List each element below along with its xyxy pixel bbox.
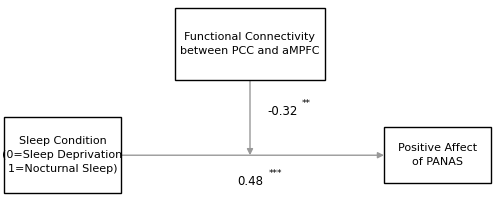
Text: Functional Connectivity
between PCC and aMPFC: Functional Connectivity between PCC and … [180,32,320,56]
Text: ***: *** [269,169,282,178]
FancyBboxPatch shape [4,117,121,193]
Text: -0.32: -0.32 [268,105,298,118]
Text: **: ** [302,99,310,108]
FancyBboxPatch shape [384,127,491,183]
FancyBboxPatch shape [175,8,325,80]
Text: Sleep Condition
(0=Sleep Deprivation
1=Nocturnal Sleep): Sleep Condition (0=Sleep Deprivation 1=N… [2,136,122,174]
Text: 0.48: 0.48 [237,175,263,188]
Text: Positive Affect
of PANAS: Positive Affect of PANAS [398,143,477,167]
